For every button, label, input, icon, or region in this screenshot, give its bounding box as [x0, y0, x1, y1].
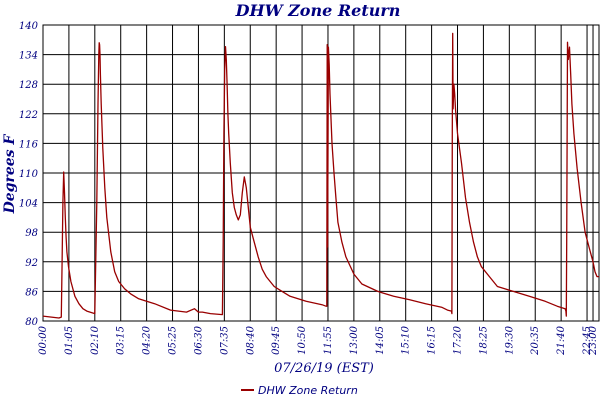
x-tick-label: 15:10 — [401, 325, 412, 354]
x-tick-label: 16:15 — [427, 326, 438, 355]
y-tick-label: 122 — [19, 110, 38, 121]
y-axis-label: Degrees F — [2, 134, 18, 215]
chart-title: DHW Zone Return — [235, 1, 401, 20]
x-tick-label: 01:05 — [64, 326, 75, 355]
x-tick-label: 09:45 — [271, 326, 282, 355]
y-tick-label: 128 — [19, 80, 38, 91]
x-tick-label: 18:25 — [478, 326, 489, 355]
x-tick-label: 14:05 — [375, 326, 386, 355]
y-tick-label: 104 — [19, 199, 38, 210]
legend: DHW Zone Return — [241, 384, 358, 397]
x-tick-label: 02:10 — [90, 325, 101, 354]
y-tick-label: 98 — [25, 228, 38, 239]
y-tick-label: 116 — [19, 139, 39, 150]
x-tick-label: 11:55 — [323, 326, 334, 355]
series-line-dhw-zone-return — [42, 32, 599, 319]
y-axis-ticks: 80 86 92 98 104 110 116 122 128 134 140 — [19, 21, 39, 328]
x-axis-ticks: 00:00 01:05 02:10 03:15 04:20 05:25 06:30 07:35… — [38, 325, 599, 355]
x-tick-label: 20:35 — [530, 326, 541, 356]
series-layer — [42, 32, 599, 319]
plot-area — [42, 24, 600, 322]
y-tick-label: 86 — [25, 287, 38, 298]
x-tick-label: 05:25 — [168, 326, 179, 355]
y-tick-label: 140 — [19, 21, 39, 32]
x-tick-label: 07:35 — [219, 326, 230, 355]
x-tick-label: 17:20 — [453, 325, 464, 354]
y-tick-label: 134 — [19, 51, 38, 62]
x-tick-label: 23:00 — [588, 325, 599, 355]
x-tick-label: 13:00 — [349, 325, 360, 354]
grid — [42, 24, 599, 322]
y-tick-label: 110 — [19, 169, 39, 180]
x-tick-label: 10:50 — [297, 325, 308, 354]
y-tick-label: 92 — [25, 258, 38, 269]
x-tick-label: 06:30 — [193, 325, 204, 354]
x-tick-label: 00:00 — [38, 325, 49, 354]
x-tick-label: 08:40 — [245, 325, 256, 354]
x-tick-label: 03:15 — [116, 326, 127, 355]
x-axis-label: 07/26/19 (EST) — [274, 361, 374, 376]
x-tick-label: 22:45 — [582, 326, 593, 356]
y-tick-label: 80 — [25, 317, 38, 328]
x-tick-label: 21:40 — [556, 325, 567, 355]
x-tick-label: 04:20 — [142, 325, 153, 354]
legend-label: DHW Zone Return — [258, 384, 358, 397]
x-tick-label: 19:30 — [504, 325, 515, 354]
